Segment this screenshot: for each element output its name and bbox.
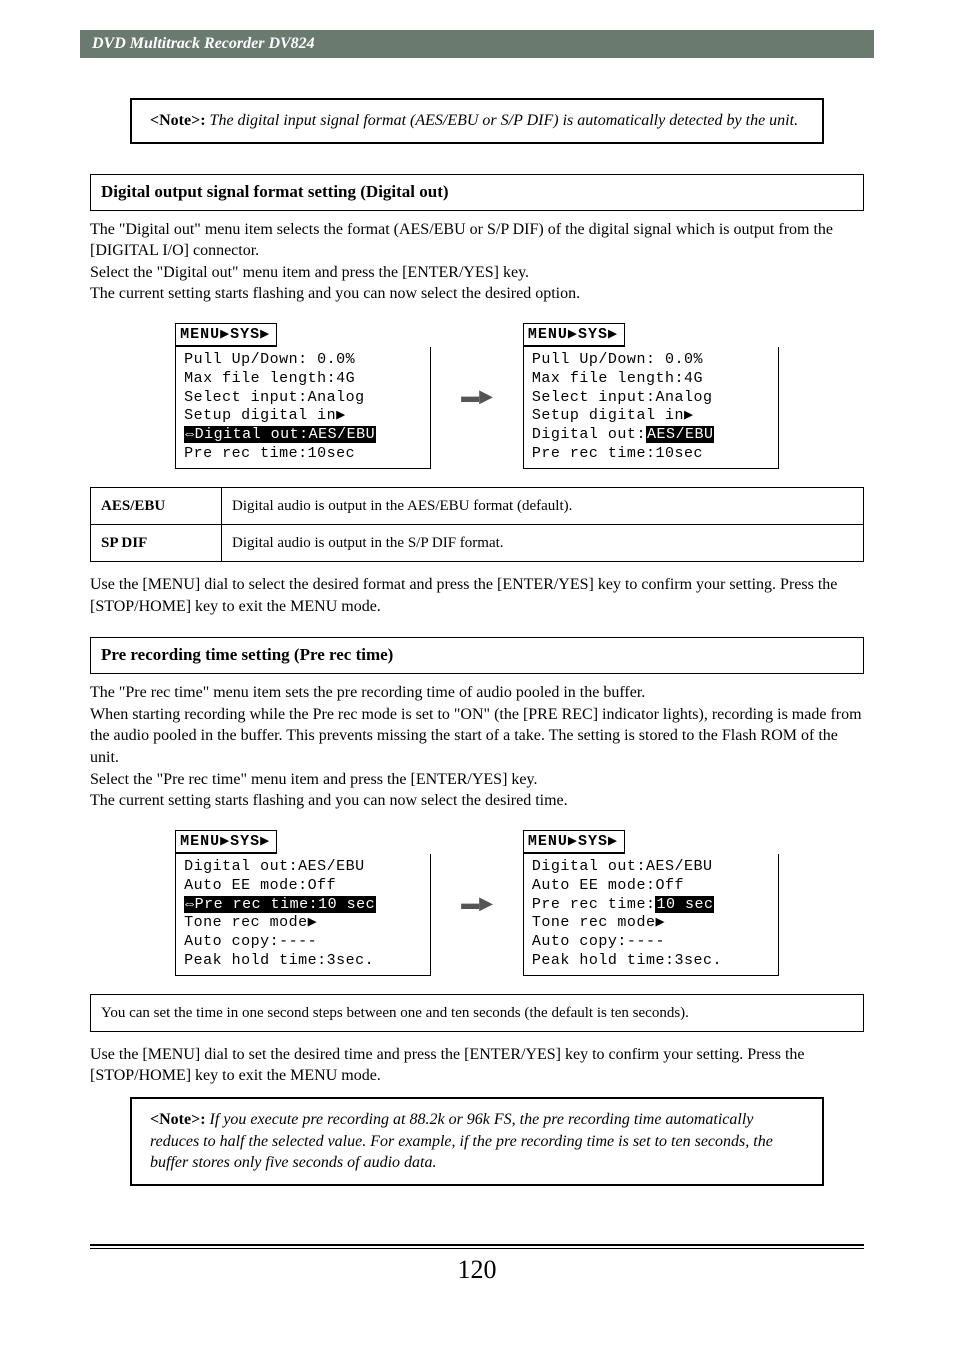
lcd-body: Pull Up/Down: 0.0% Max file length:4G Se…: [175, 347, 431, 469]
lcd-left-pre-rec: MENU▶SYS▶ Digital out:AES/EBU Auto EE mo…: [175, 830, 431, 976]
note-box-input-format: <Note>: The digital input signal format …: [130, 98, 824, 144]
lcd-right-digital-out: MENU▶SYS▶ Pull Up/Down: 0.0% Max file le…: [523, 323, 779, 469]
page-number: 120: [0, 1255, 954, 1285]
lcd-body: Pull Up/Down: 0.0% Max file length:4G Se…: [523, 347, 779, 469]
lcd-left-digital-out: MENU▶SYS▶ Pull Up/Down: 0.0% Max file le…: [175, 323, 431, 469]
option-key: SP DIF: [91, 524, 222, 561]
table-row: AES/EBU Digital audio is output in the A…: [91, 487, 864, 524]
pre-rec-para1: The "Pre rec time" menu item sets the pr…: [90, 682, 864, 704]
lcd-title: MENU▶SYS▶: [523, 323, 625, 347]
digital-out-para3: The current setting starts flashing and …: [90, 283, 864, 305]
pre-rec-para3: Select the "Pre rec time" menu item and …: [90, 769, 864, 791]
lcd-row-pre-rec: MENU▶SYS▶ Digital out:AES/EBU Auto EE mo…: [90, 830, 864, 976]
footer-rule-thick: [90, 1244, 864, 1246]
lcd-title: MENU▶SYS▶: [523, 830, 625, 854]
option-desc: You can set the time in one second steps…: [91, 994, 864, 1031]
table-row: SP DIF Digital audio is output in the S/…: [91, 524, 864, 561]
options-table-pre-rec: You can set the time in one second steps…: [90, 994, 864, 1032]
arrow-icon: ▬▶: [461, 384, 493, 408]
table-row: You can set the time in one second steps…: [91, 994, 864, 1031]
options-table-digital-out: AES/EBU Digital audio is output in the A…: [90, 487, 864, 563]
option-key: AES/EBU: [91, 487, 222, 524]
arrow-icon: ▬▶: [461, 891, 493, 915]
lcd-row-digital-out: MENU▶SYS▶ Pull Up/Down: 0.0% Max file le…: [90, 323, 864, 469]
note-text: The digital input signal format (AES/EBU…: [210, 112, 799, 129]
note-label: <Note>:: [150, 1111, 206, 1128]
section-heading-pre-rec: Pre recording time setting (Pre rec time…: [90, 637, 864, 674]
footer-rule-thin: [90, 1248, 864, 1249]
digital-out-para4: Use the [MENU] dial to select the desire…: [90, 574, 864, 617]
digital-out-para1: The "Digital out" menu item selects the …: [90, 219, 864, 262]
lcd-title: MENU▶SYS▶: [175, 323, 277, 347]
page-content: <Note>: The digital input signal format …: [0, 58, 954, 1226]
lcd-body: Digital out:AES/EBU Auto EE mode:Off Pre…: [523, 854, 779, 976]
section-heading-digital-out: Digital output signal format setting (Di…: [90, 174, 864, 211]
note-text: If you execute pre recording at 88.2k or…: [150, 1111, 773, 1171]
option-desc: Digital audio is output in the AES/EBU f…: [222, 487, 864, 524]
pre-rec-para4: The current setting starts flashing and …: [90, 790, 864, 812]
pre-rec-para2: When starting recording while the Pre re…: [90, 704, 864, 769]
lcd-right-pre-rec: MENU▶SYS▶ Digital out:AES/EBU Auto EE mo…: [523, 830, 779, 976]
option-desc: Digital audio is output in the S/P DIF f…: [222, 524, 864, 561]
note-label: <Note>:: [150, 112, 206, 129]
lcd-body: Digital out:AES/EBU Auto EE mode:Off ⇔Pr…: [175, 854, 431, 976]
digital-out-para2: Select the "Digital out" menu item and p…: [90, 262, 864, 284]
manual-header: DVD Multitrack Recorder DV824: [80, 30, 874, 58]
pre-rec-para5: Use the [MENU] dial to set the desired t…: [90, 1044, 864, 1087]
lcd-title: MENU▶SYS▶: [175, 830, 277, 854]
note-box-half-fs: <Note>: If you execute pre recording at …: [130, 1097, 824, 1186]
